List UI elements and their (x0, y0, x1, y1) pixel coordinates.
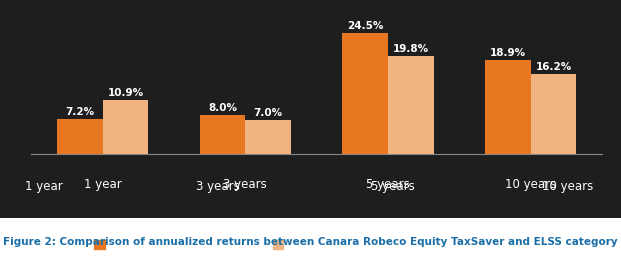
Bar (485, 60, 531, 154)
Text: 16.2%: 16.2% (535, 62, 572, 72)
Text: 10 years: 10 years (543, 180, 594, 193)
Text: 5 years: 5 years (371, 180, 415, 193)
Text: 8.0%: 8.0% (208, 103, 237, 113)
Bar (388, 56, 433, 154)
Bar (531, 74, 576, 154)
Legend: Can Robeco Equity Tax Saver, ELSS Category: Can Robeco Equity Tax Saver, ELSS Catego… (91, 237, 371, 253)
Text: 3 years: 3 years (196, 180, 240, 193)
Bar (245, 119, 291, 154)
Text: 10 years: 10 years (505, 178, 556, 191)
Text: 7.2%: 7.2% (65, 107, 94, 117)
Bar (102, 100, 148, 154)
Text: 19.8%: 19.8% (393, 44, 429, 54)
Text: 10.9%: 10.9% (107, 88, 143, 98)
Text: 1 year: 1 year (84, 178, 121, 191)
Text: 3 years: 3 years (224, 178, 267, 191)
Bar (342, 33, 388, 154)
Bar (57, 119, 102, 154)
Text: 7.0%: 7.0% (253, 107, 283, 118)
Text: Figure 2: Comparison of annualized returns between Canara Robeco Equity TaxSaver: Figure 2: Comparison of annualized retur… (3, 237, 618, 247)
Text: 1 year: 1 year (25, 180, 62, 193)
Bar (200, 115, 245, 154)
Text: 24.5%: 24.5% (347, 21, 383, 31)
Text: 18.9%: 18.9% (490, 48, 526, 59)
Text: 5 years: 5 years (366, 178, 410, 191)
